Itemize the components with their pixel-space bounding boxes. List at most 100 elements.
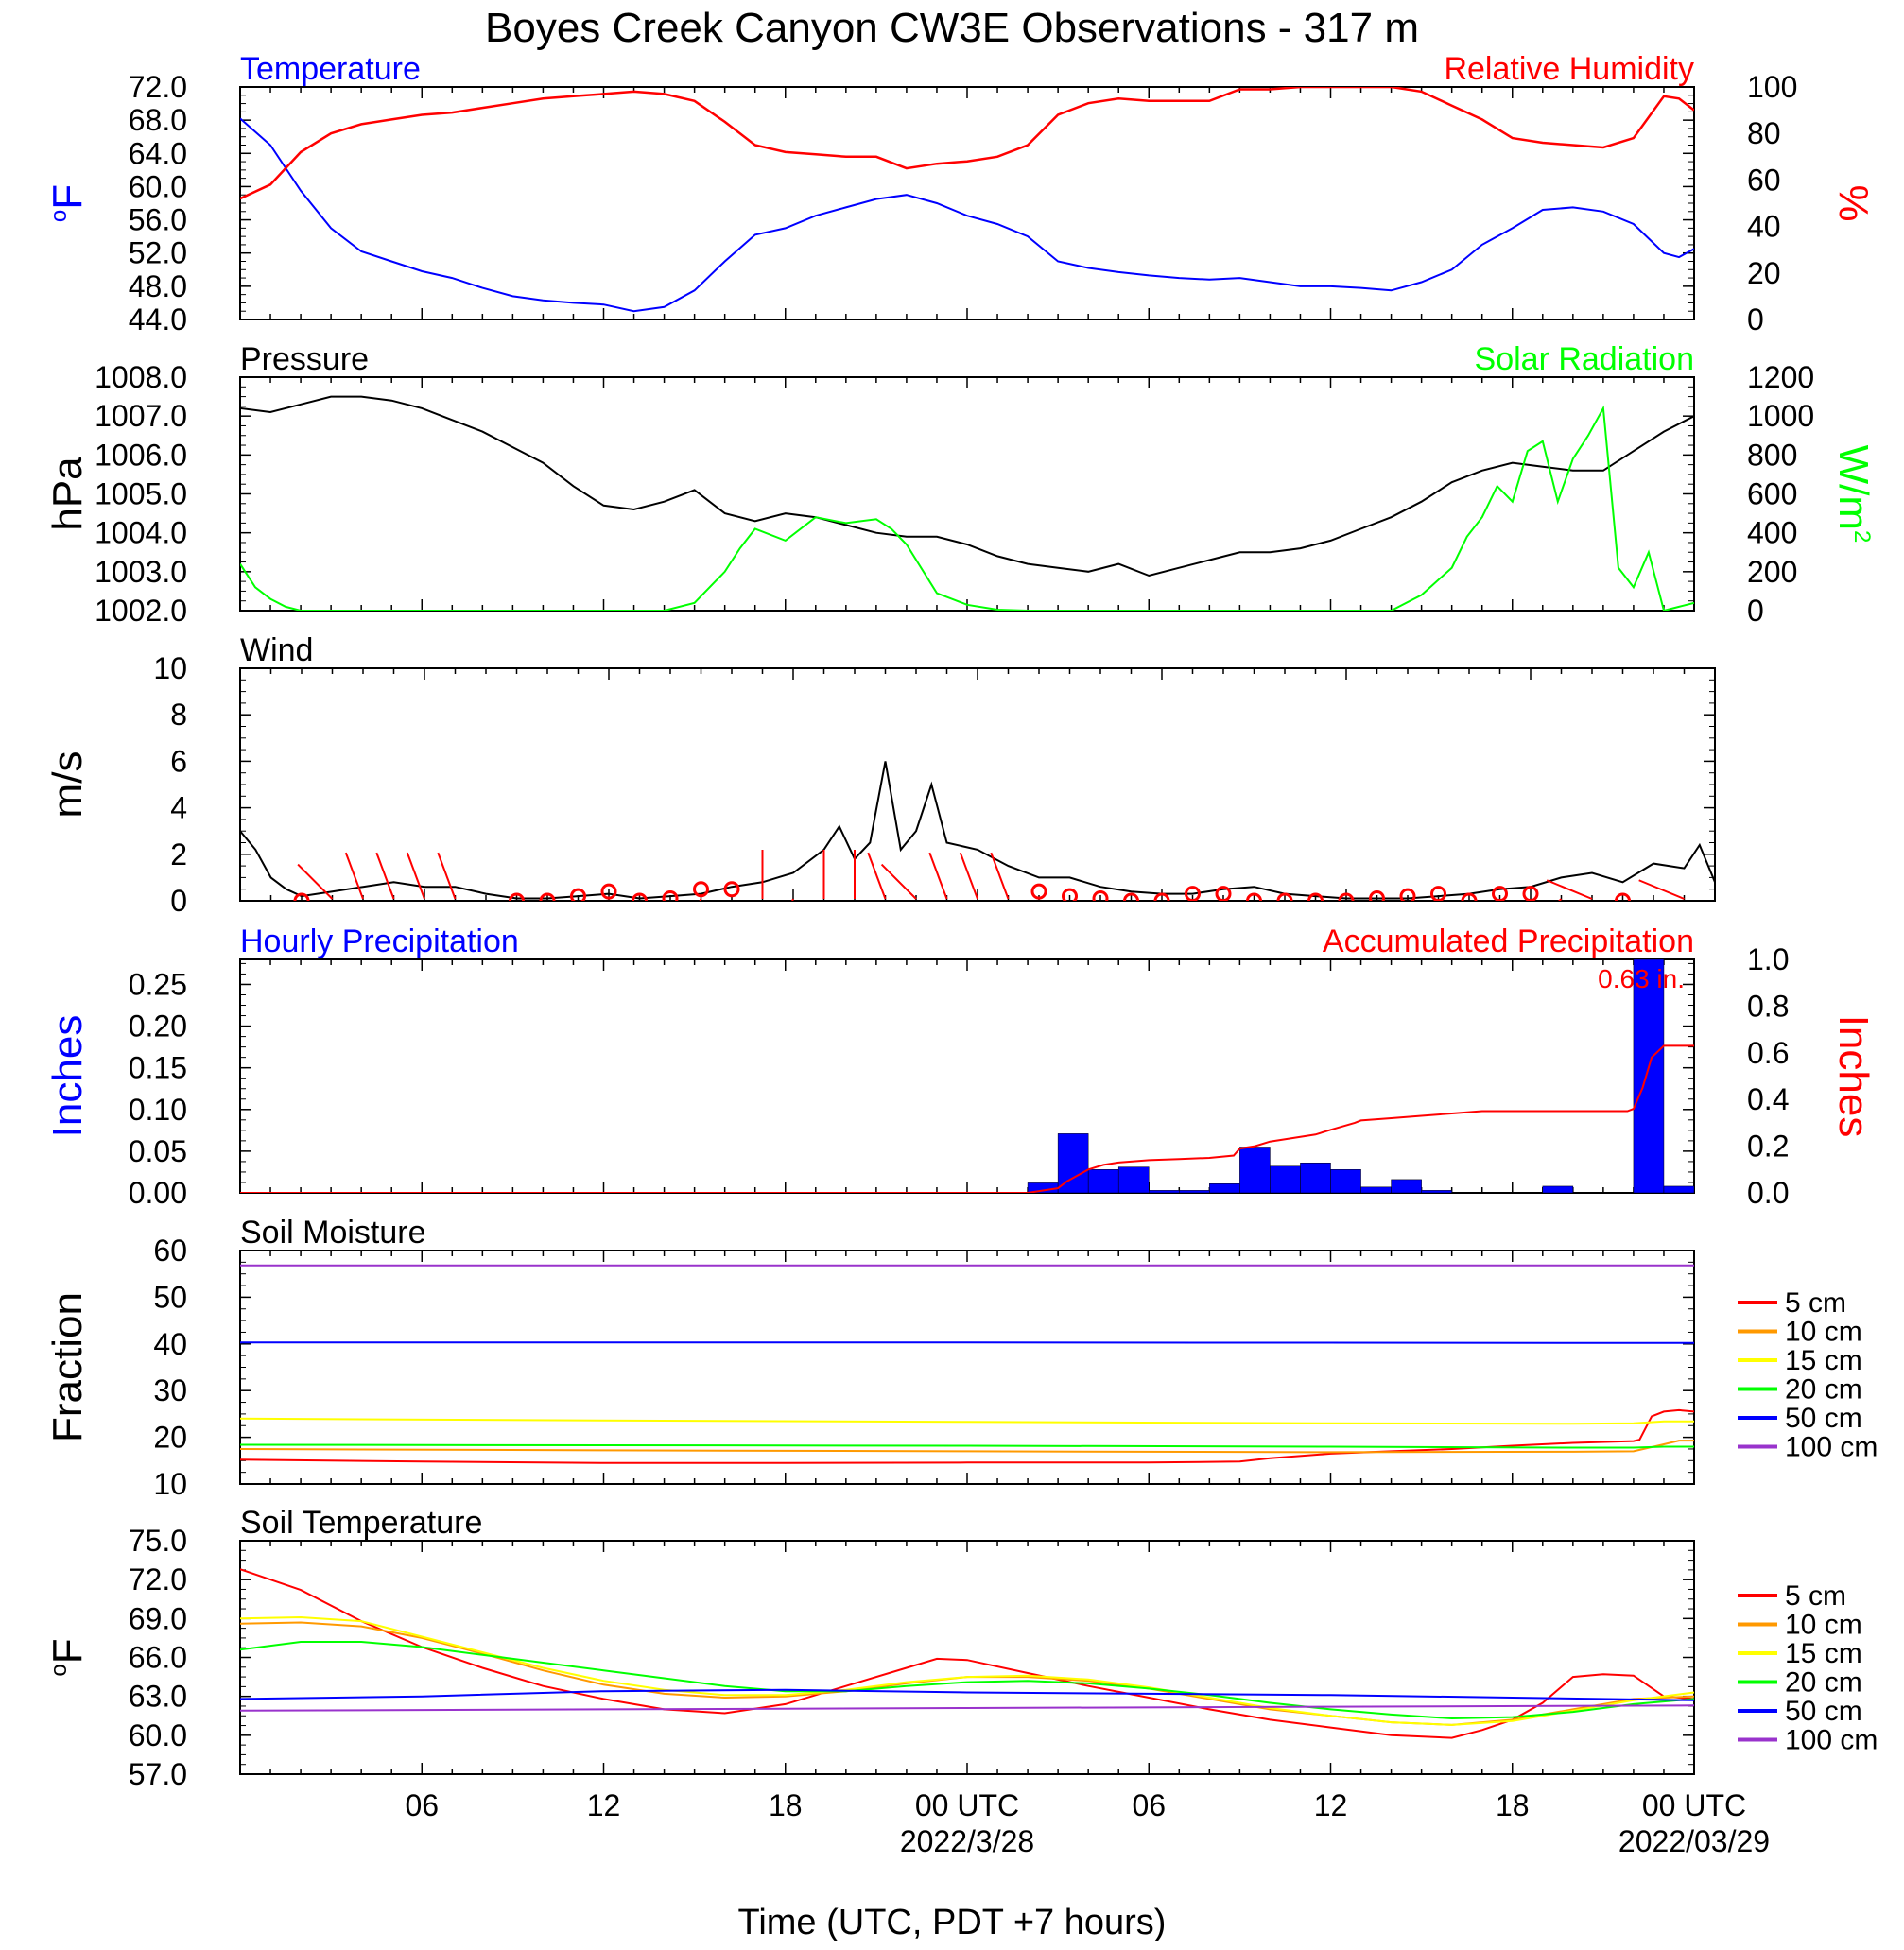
- y-axis-unit: hPa: [44, 457, 91, 531]
- y-tick-label: 72.0: [129, 70, 187, 104]
- legend-label: 20 cm: [1785, 1667, 1862, 1699]
- y-tick-label: 60.0: [129, 169, 187, 203]
- series-15-cm: [240, 1615, 1694, 1726]
- wind-calm-marker: [1461, 892, 1478, 901]
- y2-tick-label: 0.6: [1747, 1036, 1789, 1070]
- plot-area: [240, 395, 1694, 611]
- wind-barb: [867, 852, 887, 900]
- legend-label: 5 cm: [1785, 1287, 1846, 1319]
- wind-barb: [791, 898, 794, 901]
- y2-axis-unit: Inches: [1830, 1015, 1877, 1138]
- y-tick-label: 69.0: [129, 1601, 187, 1635]
- y-tick-label: 20: [153, 1421, 187, 1455]
- wind-calm-marker: [293, 892, 310, 901]
- y-tick-label: 0.15: [129, 1051, 187, 1085]
- panel-frame: [239, 86, 1695, 320]
- series-50-cm: [240, 1688, 1694, 1701]
- wind-calm-marker: [1123, 892, 1139, 901]
- precip-bar: [1633, 959, 1665, 1193]
- plot-area: [240, 1568, 1694, 1739]
- y-tick-label: 0.00: [129, 1176, 187, 1210]
- wind-barb: [959, 852, 978, 900]
- plot-area: [240, 87, 1694, 313]
- legend-label: 5 cm: [1785, 1580, 1846, 1612]
- panel-wind: [239, 667, 1716, 902]
- panel-title-left: Hourly Precipitation: [240, 923, 519, 959]
- panel-title-right: Accumulated Precipitation: [1323, 923, 1694, 959]
- wind-calm-marker: [1615, 892, 1631, 901]
- precip-bar: [1421, 1190, 1452, 1193]
- x-tick-label: 18: [1496, 1788, 1530, 1822]
- wind-calm-marker: [1399, 888, 1416, 901]
- y2-axis-unit: W/m2: [1830, 445, 1877, 544]
- y-tick-label: 30: [153, 1373, 187, 1407]
- y-tick-label: 68.0: [129, 103, 187, 137]
- x-tick-label: 00 UTC: [1642, 1788, 1746, 1822]
- y2-tick-label: 0: [1747, 302, 1764, 337]
- wind-calm-marker: [600, 883, 617, 900]
- y-tick-label: 57.0: [129, 1757, 187, 1791]
- series-20-cm: [240, 1443, 1694, 1449]
- y-tick-label: 8: [170, 698, 187, 732]
- y-tick-label: 1005.0: [95, 477, 187, 511]
- series-solar-radiation: [240, 405, 1694, 611]
- panel-frame: [239, 376, 1695, 612]
- plot-area: [240, 959, 1694, 1193]
- series-10-cm: [240, 1440, 1694, 1454]
- y-tick-label: 60.0: [129, 1718, 187, 1752]
- y-axis-unit: m/s: [44, 751, 91, 819]
- precip-bar: [1179, 1190, 1210, 1193]
- wind-calm-marker: [509, 892, 525, 901]
- panel-title-left: Soil Temperature: [240, 1505, 482, 1541]
- wind-barb: [990, 852, 1010, 900]
- series-wind: [240, 761, 1715, 900]
- wind-barb: [699, 898, 702, 901]
- wind-calm-marker: [1522, 886, 1539, 901]
- legend-label: 50 cm: [1785, 1696, 1862, 1727]
- y-tick-label: 1008.0: [95, 360, 187, 394]
- precip-bar: [1391, 1179, 1422, 1193]
- wind-calm-marker: [1246, 892, 1262, 901]
- precip-bar: [1239, 1147, 1271, 1193]
- y-tick-label: 60: [153, 1234, 187, 1268]
- y-tick-label: 66.0: [129, 1641, 187, 1675]
- wind-calm-marker: [632, 892, 648, 901]
- plot-area: [240, 1264, 1694, 1464]
- y2-axis-unit: %: [1830, 184, 1877, 221]
- y-tick-label: 63.0: [129, 1680, 187, 1714]
- panel-soil_moisture: [239, 1250, 1777, 1485]
- y2-tick-label: 40: [1747, 210, 1781, 244]
- series-relative-humidity: [240, 87, 1694, 200]
- series-20-cm: [240, 1641, 1694, 1720]
- panel-pressure_solar: [239, 376, 1695, 612]
- precip-bar: [1149, 1190, 1180, 1193]
- panel-soil_temp: [239, 1540, 1777, 1775]
- y2-tick-label: 1.0: [1747, 942, 1789, 976]
- wind-calm-marker: [1062, 888, 1078, 901]
- wind-calm-marker: [1276, 892, 1293, 901]
- legend-label: 50 cm: [1785, 1403, 1862, 1434]
- y-tick-label: 10: [153, 651, 187, 685]
- wind-calm-marker: [1430, 886, 1446, 901]
- series-5-cm: [240, 1568, 1694, 1739]
- panel-title-left: Soil Moisture: [240, 1215, 426, 1251]
- x-tick-label: 06: [405, 1788, 439, 1822]
- wind-calm-marker: [1369, 890, 1385, 901]
- y-tick-label: 50: [153, 1280, 187, 1314]
- y-tick-label: 56.0: [129, 203, 187, 237]
- wind-calm-marker: [1492, 886, 1508, 901]
- precip-bar: [1663, 1185, 1694, 1193]
- legend-label: 15 cm: [1785, 1638, 1862, 1669]
- precip-bar: [1542, 1185, 1574, 1193]
- y2-tick-label: 0.2: [1747, 1130, 1789, 1164]
- y-tick-label: 10: [153, 1467, 187, 1501]
- y2-tick-label: 60: [1747, 163, 1781, 197]
- y2-tick-label: 20: [1747, 256, 1781, 290]
- wind-barb: [437, 852, 457, 900]
- wind-barb: [406, 852, 425, 900]
- precip-bar: [1087, 1169, 1119, 1193]
- y2-tick-label: 600: [1747, 477, 1797, 511]
- legend-label: 10 cm: [1785, 1317, 1862, 1348]
- legend-label: 20 cm: [1785, 1374, 1862, 1406]
